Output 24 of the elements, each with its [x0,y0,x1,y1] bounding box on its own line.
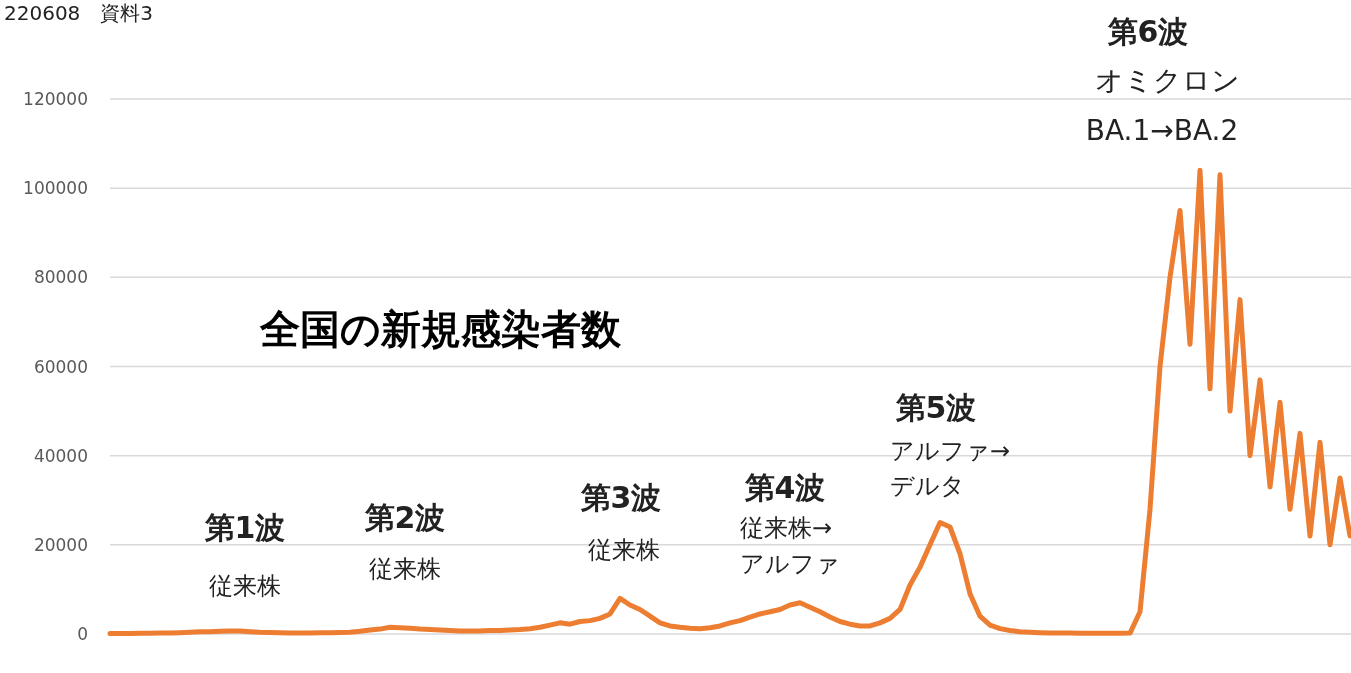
annotation: 第2波 [363,500,446,535]
text: 220608 資料3 [4,1,154,25]
annotation: デルタ [890,472,965,500]
y-tick-label: 120000 [23,89,88,109]
annotation: アルファ→ [890,437,1011,465]
y-tick-label: 0 [77,624,88,644]
annotation: BA.1→BA.2 [1085,114,1239,147]
y-tick-label: 60000 [33,356,88,377]
text: 第6波 [1106,14,1189,49]
text: オミクロン [1094,64,1240,97]
y-tick-label: 80000 [33,267,88,288]
annotation: 第4波 [743,470,826,505]
annotation: 第5波 [894,390,977,425]
text: 全国の新規感染者数 [258,306,622,352]
y-tick-label: 100000 [23,178,88,199]
annotation: 従来株 [209,572,281,600]
annotation: アルファ [740,550,840,578]
y-tick-label: 20000 [33,534,88,555]
annotation: 従来株 [369,555,441,583]
annotation: 第3波 [579,480,662,515]
annotation: 従来株→ [740,514,833,542]
y-tick-label: 40000 [33,445,88,466]
annotation: 第1波 [203,510,286,545]
annotation: 従来株 [588,536,660,564]
